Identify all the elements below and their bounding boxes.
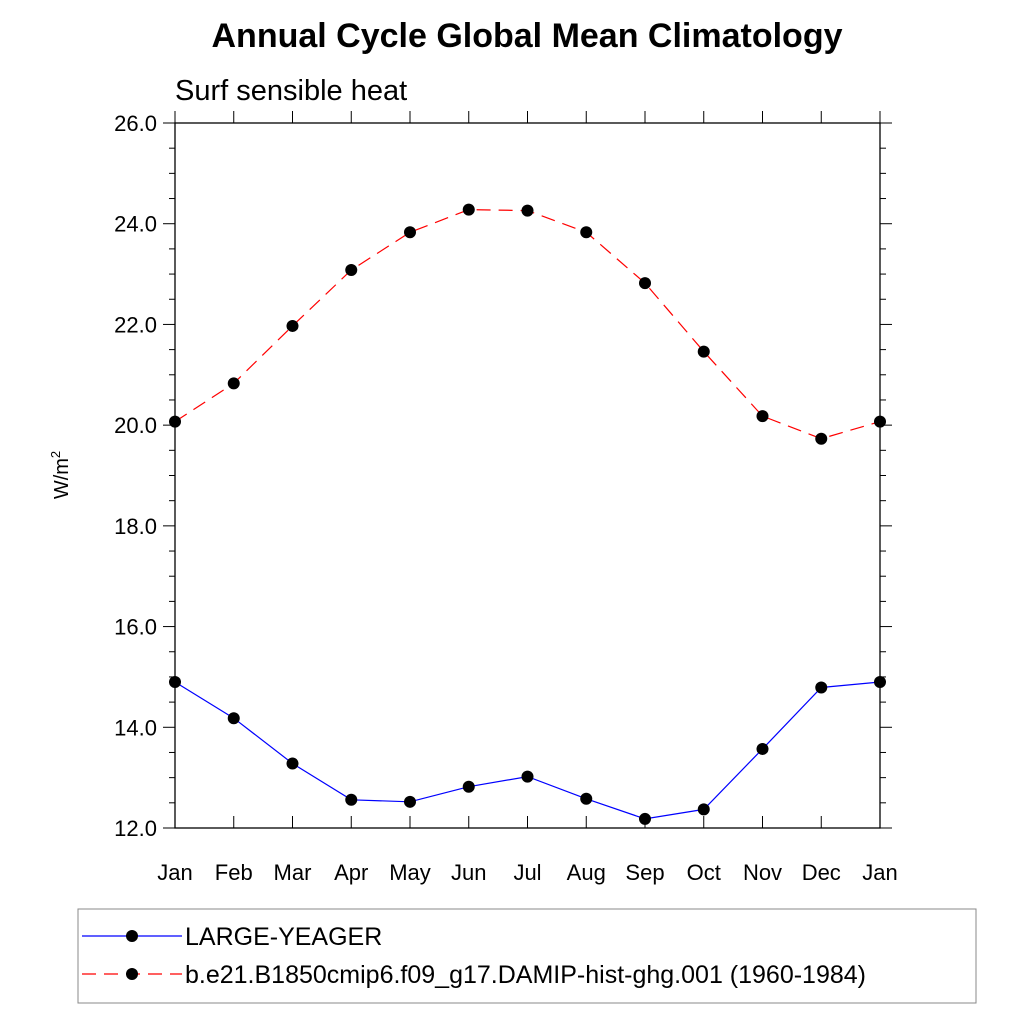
data-point (169, 415, 181, 428)
data-point (286, 757, 299, 770)
data-point (521, 770, 534, 783)
data-point (874, 415, 886, 428)
legend-label-1: LARGE-YEAGER (185, 923, 382, 951)
data-point (227, 377, 240, 390)
x-tick-label: Mar (274, 860, 312, 885)
y-tick-label: 24.0 (114, 212, 157, 237)
data-point (639, 277, 651, 290)
legend-marker-2 (126, 968, 138, 980)
data-point (580, 792, 593, 805)
data-point (462, 780, 475, 793)
data-point (756, 410, 769, 423)
data-point (756, 742, 769, 755)
data-point (815, 432, 828, 445)
x-tick-label: May (389, 860, 431, 885)
y-tick-label: 16.0 (114, 615, 157, 640)
x-tick-label: Jan (862, 860, 897, 885)
x-tick-label: Jun (451, 860, 486, 885)
series-2 (169, 203, 886, 445)
y-tick-label: 22.0 (114, 312, 157, 337)
series-1 (169, 675, 886, 825)
svg-text:W/m2: W/m2 (48, 451, 73, 499)
data-point (286, 319, 299, 332)
data-point (580, 226, 593, 239)
data-point (404, 795, 416, 808)
x-tick-label: Jul (513, 860, 541, 885)
plot-frame (174, 122, 881, 829)
chart-subtitle: Surf sensible heat (175, 75, 407, 107)
data-point (874, 675, 886, 688)
x-tick-label: Nov (743, 860, 782, 885)
chart-title: Annual Cycle Global Mean Climatology (212, 17, 843, 55)
y-tick-label: 26.0 (114, 111, 157, 136)
x-tick-label: Feb (215, 860, 253, 885)
plot-area: 12.0 14.0 16.0 18.0 20.0 22.0 24.0 26.0 Jan Feb Ma… (114, 111, 898, 885)
legend-label-2: b.e21.B1850cmip6.f09_g17.DAMIP-hist-ghg.… (185, 961, 866, 989)
y-tick-label: 18.0 (114, 514, 157, 539)
y-tick-label: 20.0 (114, 413, 157, 438)
x-tick-label: Dec (802, 860, 841, 885)
data-point (345, 264, 358, 277)
legend: LARGE-YEAGER b.e21.B1850cmip6.f09_g17.DAM… (77, 908, 977, 1004)
x-tick-label: Sep (625, 860, 664, 885)
y-tick-label: 12.0 (114, 816, 157, 841)
legend-marker-1 (126, 930, 138, 942)
x-tick-label: Aug (567, 860, 606, 885)
data-point (697, 803, 710, 816)
data-point (815, 681, 828, 694)
data-point (462, 203, 475, 216)
y-tick-label: 14.0 (114, 715, 157, 740)
x-tick-label: Jan (157, 860, 192, 885)
data-point (639, 812, 651, 825)
y-axis-label: W/m2 (48, 451, 73, 499)
data-point (404, 226, 416, 239)
legend-box (77, 908, 977, 1004)
series-line (174, 208, 881, 440)
data-point (697, 345, 710, 358)
series-line (174, 681, 881, 820)
data-point (169, 675, 181, 688)
data-point (521, 204, 534, 217)
x-tick-label: Apr (334, 860, 368, 885)
y-axis-label-base: W/m (51, 458, 73, 499)
data-point (345, 793, 358, 806)
x-tick-label: Oct (687, 860, 721, 885)
y-axis-label-superscript: 2 (48, 451, 63, 458)
data-point (227, 712, 240, 725)
